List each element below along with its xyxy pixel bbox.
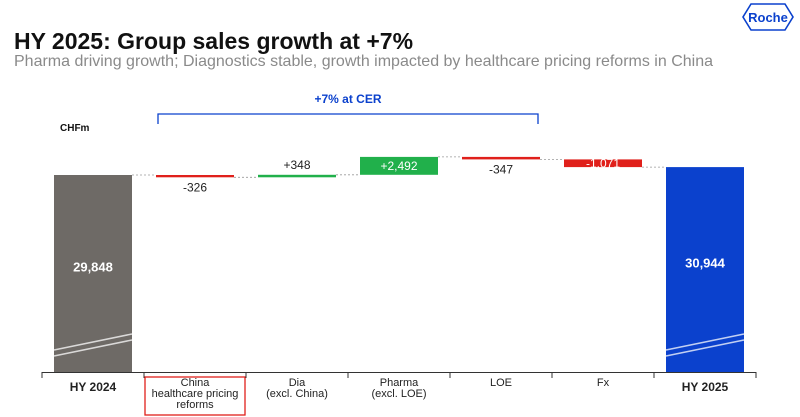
unit-label: CHFm (60, 123, 90, 134)
roche-logo: Roche (742, 3, 794, 31)
category-label: Pharma (excl. LOE) (371, 377, 426, 400)
bar-hy2025 (666, 167, 744, 372)
highlight-box (144, 376, 246, 416)
value-label: -326 (183, 180, 207, 194)
axis-break-mark (665, 339, 745, 357)
bar-fx (564, 159, 642, 168)
roche-logo-text: Roche (748, 10, 788, 25)
value-label: 30,944 (685, 256, 726, 271)
value-label: +2,492 (380, 159, 417, 173)
bar-pharma (360, 156, 438, 175)
axis-break-mark (53, 339, 133, 357)
value-label: 29,848 (73, 260, 113, 275)
roche-logo-hexagon (742, 3, 794, 31)
category-label: HY 2024 (70, 380, 117, 394)
bar-hy2024 (54, 175, 132, 372)
bar-loe (462, 156, 540, 160)
cer-bracket-line (157, 113, 539, 124)
page-subtitle: Pharma driving growth; Diagnostics stabl… (14, 53, 713, 70)
bar-china (156, 175, 234, 178)
category-label: Fx (597, 377, 610, 389)
bar-dia (258, 174, 336, 178)
cer-bracket-label: +7% at CER (314, 92, 381, 106)
value-label: -1,071 (586, 156, 620, 170)
category-label: China healthcare pricing reforms (152, 377, 239, 411)
value-label: +348 (283, 158, 310, 172)
axis-break-mark (53, 333, 133, 351)
category-label: Dia (excl. China) (266, 377, 328, 400)
axis-break-mark (665, 333, 745, 351)
category-label: HY 2025 (682, 380, 729, 394)
page-title: HY 2025: Group sales growth at +7% (14, 28, 414, 54)
cer-bracket: +7% at CER (157, 92, 539, 124)
category-label: LOE (490, 377, 512, 389)
value-label: -347 (489, 162, 513, 176)
